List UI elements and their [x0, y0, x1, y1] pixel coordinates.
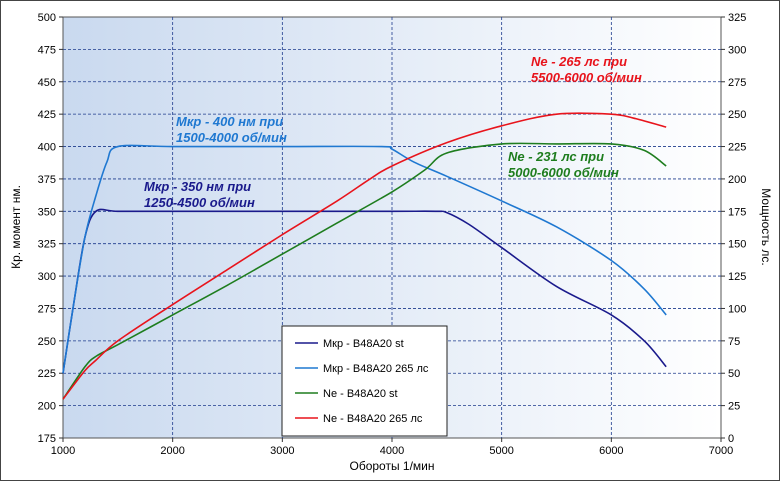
y-right-tick-label: 200	[728, 174, 746, 186]
y-right-tick-label: 100	[728, 303, 746, 315]
y-right-tick-label: 250	[728, 109, 746, 121]
y-left-tick-label: 375	[38, 174, 56, 186]
legend-label: Ne - B48A20 265 лс	[323, 413, 423, 425]
y-left-tick-label: 325	[38, 239, 56, 251]
y-right-tick-label: 325	[728, 12, 746, 24]
x-tick-label: 2000	[160, 445, 184, 457]
annotation-line: 1500-4000 об/мин	[176, 130, 287, 145]
x-tick-label: 1000	[51, 445, 75, 457]
y-left-tick-label: 175	[38, 433, 56, 445]
y-left-tick-label: 300	[38, 271, 56, 283]
y-left-tick-label: 225	[38, 368, 56, 380]
x-tick-label: 3000	[270, 445, 294, 457]
x-tick-label: 6000	[599, 445, 623, 457]
y-left-tick-label: 450	[38, 77, 56, 89]
y-left-tick-label: 350	[38, 206, 56, 218]
y-right-tick-label: 150	[728, 239, 746, 251]
y-right-tick-label: 50	[728, 368, 740, 380]
y-left-tick-label: 400	[38, 142, 56, 154]
y-left-tick-label: 275	[38, 303, 56, 315]
legend-label: Мкр - B48A20 st	[323, 338, 404, 350]
y-right-tick-label: 175	[728, 206, 746, 218]
tick-labels: 1000 2000 3000 4000 5000 6000 7000175200225250…	[38, 12, 747, 457]
y-right-tick-label: 275	[728, 77, 746, 89]
y-left-tick-label: 250	[38, 336, 56, 348]
legend-label: Мкр - B48A20 265 лс	[323, 363, 429, 375]
x-tick-label: 5000	[489, 445, 513, 457]
series-line-2	[62, 144, 667, 374]
y-left-tick-label: 200	[38, 401, 56, 413]
y-right-tick-label: 25	[728, 401, 740, 413]
legend-label: Ne - B48A20 st	[323, 388, 398, 400]
annotation-line: 5500-6000 об/мин	[531, 70, 642, 85]
y-right-tick-label: 300	[728, 44, 746, 56]
y-right-tick-label: 125	[728, 271, 746, 283]
x-tick-label: 4000	[380, 445, 404, 457]
annotation-line: Ne - 265 лс при	[531, 54, 627, 69]
y-axis-left-title: Кр. момент нм.	[9, 185, 23, 269]
y-right-tick-label: 225	[728, 142, 746, 154]
y-left-tick-label: 425	[38, 109, 56, 121]
legend: Мкр - B48A20 st Мкр - B48A20 265 лс Ne - B…	[281, 325, 448, 437]
annotation-line: 1250-4500 об/мин	[144, 195, 255, 210]
y-right-tick-label: 75	[728, 336, 740, 348]
y-left-tick-label: 475	[38, 44, 56, 56]
x-axis-title: Обороты 1/мин	[349, 459, 434, 473]
gridlines	[63, 17, 721, 438]
x-tick-label: 7000	[709, 445, 733, 457]
y-left-tick-label: 500	[38, 12, 56, 24]
annotation-line: Мкр - 350 нм при	[144, 179, 251, 194]
series-lines	[62, 112, 667, 400]
y-right-tick-label: 0	[728, 433, 734, 445]
annotation-line: Ne - 231 лс при	[508, 149, 604, 164]
series-line-4	[62, 112, 667, 400]
annotation-line: Мкр - 400 нм при	[176, 114, 283, 129]
y-axis-right-title: Мощность лс.	[759, 188, 773, 265]
annotation-line: 5000-6000 об/мин	[508, 165, 619, 180]
